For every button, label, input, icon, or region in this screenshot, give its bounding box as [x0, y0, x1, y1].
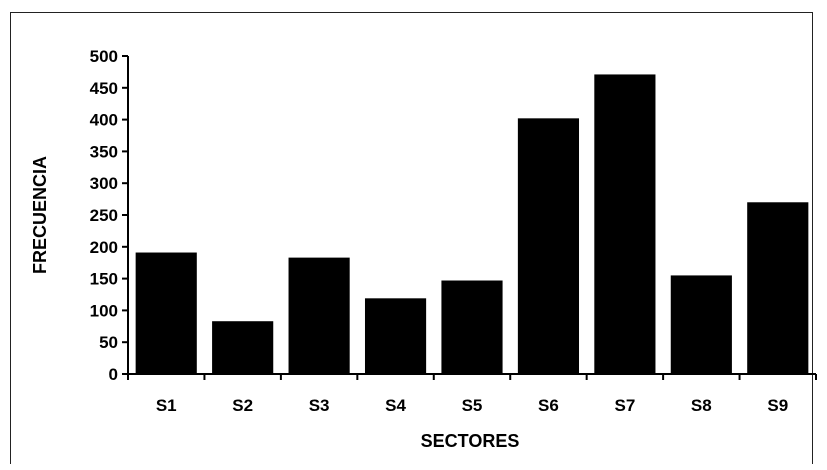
x-tick-label: S4: [385, 396, 406, 415]
x-tick-label: S2: [232, 396, 253, 415]
x-tick-label: S3: [309, 396, 330, 415]
y-tick-label: 150: [90, 270, 118, 289]
y-axis-label: FRECUENCIA: [30, 156, 50, 274]
x-axis: S1 S2 S3 S4 S5 S6 S7 S8 S9: [127, 373, 817, 415]
y-tick-label: 400: [90, 111, 118, 130]
x-tick-label: S6: [538, 396, 559, 415]
x-tick-label: S1: [156, 396, 177, 415]
y-tick-label: 250: [90, 206, 118, 225]
y-tick-label: 500: [90, 47, 118, 66]
x-tick-label: S7: [614, 396, 635, 415]
y-tick-label: 450: [90, 79, 118, 98]
x-tick-label: S9: [767, 396, 788, 415]
bar-s9: [747, 202, 809, 374]
x-tick-label: S5: [462, 396, 483, 415]
bar-s3: [288, 257, 350, 374]
x-tick-label: S8: [691, 396, 712, 415]
bar-s7: [594, 74, 656, 374]
chart-frame: [10, 12, 813, 464]
y-axis: 0 50 100 150 200 250 300 350 400 450 500: [90, 47, 129, 384]
y-tick-label: 50: [99, 333, 118, 352]
bar-s1: [135, 252, 197, 374]
bar-s2: [212, 321, 274, 374]
bar-s6: [517, 118, 580, 374]
y-tick-label: 200: [90, 238, 118, 257]
bar-s8: [670, 275, 732, 374]
y-tick-label: 100: [90, 301, 118, 320]
bars-group: [135, 74, 809, 374]
x-axis-label: SECTORES: [421, 431, 520, 451]
y-tick-label: 0: [109, 365, 118, 384]
bar-s5: [441, 280, 503, 374]
bar-s4: [364, 298, 427, 374]
y-tick-label: 300: [90, 174, 118, 193]
y-tick-label: 350: [90, 142, 118, 161]
